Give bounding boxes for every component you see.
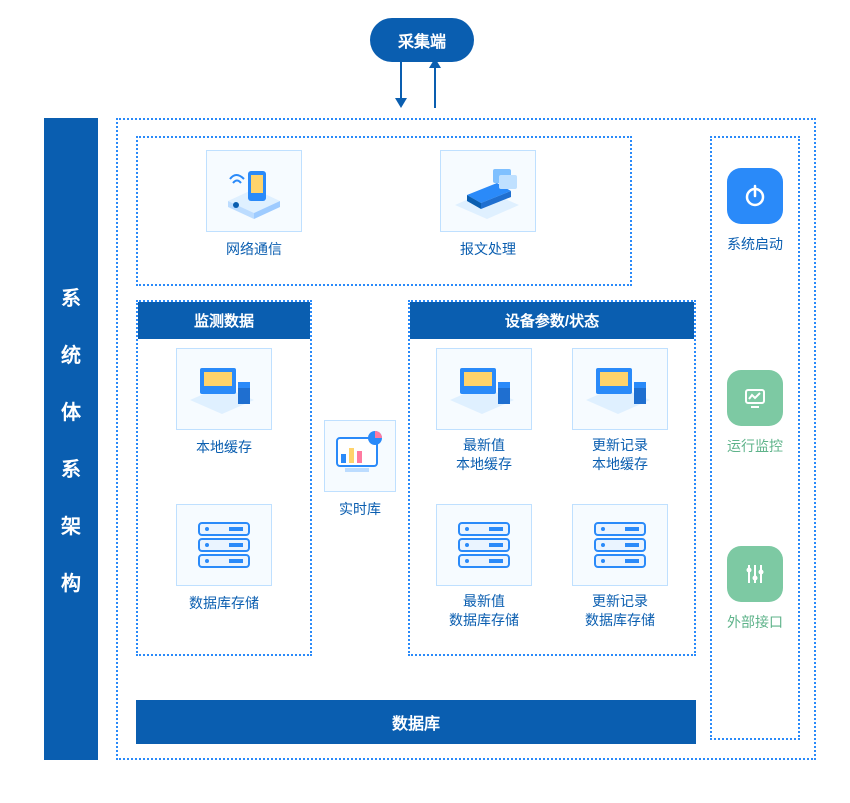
vt-char: 系	[61, 453, 81, 482]
vertical-title: 系 统 体 系 架 构	[44, 118, 98, 760]
monitor-icon	[727, 370, 783, 426]
desktop-icon	[582, 358, 658, 420]
caption-latest-cache: 最新值 本地缓存	[424, 436, 544, 474]
card-network-comm	[206, 150, 302, 232]
sliders-icon	[727, 546, 783, 602]
analytics-icon	[331, 428, 389, 484]
vt-char: 体	[61, 396, 81, 425]
vt-char: 统	[61, 339, 81, 368]
card-update-cache	[572, 348, 668, 430]
phone-wifi-icon	[218, 161, 290, 221]
caption-local-cache: 本地缓存	[164, 438, 284, 457]
power-icon	[727, 168, 783, 224]
top-pill: 采集端	[370, 18, 474, 62]
action-run-monitor: 运行监控	[727, 370, 783, 456]
card-local-cache	[176, 348, 272, 430]
footer-bar: 数据库	[136, 700, 696, 744]
card-latest-cache	[436, 348, 532, 430]
caption-message-proc: 报文处理	[428, 240, 548, 259]
caption-latest-dbstore: 最新值 数据库存储	[424, 592, 544, 630]
action-label: 外部接口	[727, 612, 783, 632]
caption-update-dbstore: 更新记录 数据库存储	[560, 592, 680, 630]
action-label: 运行监控	[727, 436, 783, 456]
vt-char: 系	[61, 282, 81, 311]
card-db-store	[176, 504, 272, 586]
card-latest-dbstore	[436, 504, 532, 586]
laptop-docs-icon	[449, 161, 527, 221]
caption-db-store: 数据库存储	[164, 594, 284, 613]
server-stack-icon	[451, 517, 517, 573]
caption-realtime-db: 实时库	[300, 500, 420, 519]
device-header: 设备参数/状态	[410, 302, 694, 339]
vt-char: 构	[61, 567, 81, 596]
caption-network-comm: 网络通信	[194, 240, 314, 259]
caption-update-cache: 更新记录 本地缓存	[560, 436, 680, 474]
action-system-start: 系统启动	[727, 168, 783, 254]
desktop-icon	[446, 358, 522, 420]
card-update-dbstore	[572, 504, 668, 586]
footer-bar-label: 数据库	[392, 716, 440, 733]
vt-char: 架	[61, 510, 81, 539]
top-pill-label: 采集端	[398, 34, 446, 51]
server-stack-icon	[191, 517, 257, 573]
action-external-api: 外部接口	[727, 546, 783, 632]
desktop-icon	[186, 358, 262, 420]
action-label: 系统启动	[727, 234, 783, 254]
monitor-header: 监测数据	[138, 302, 310, 339]
card-realtime-db	[324, 420, 396, 492]
diagram-canvas: 采集端 系 统 体 系 架 构 网络通信	[0, 0, 850, 803]
card-message-proc	[440, 150, 536, 232]
server-stack-icon	[587, 517, 653, 573]
